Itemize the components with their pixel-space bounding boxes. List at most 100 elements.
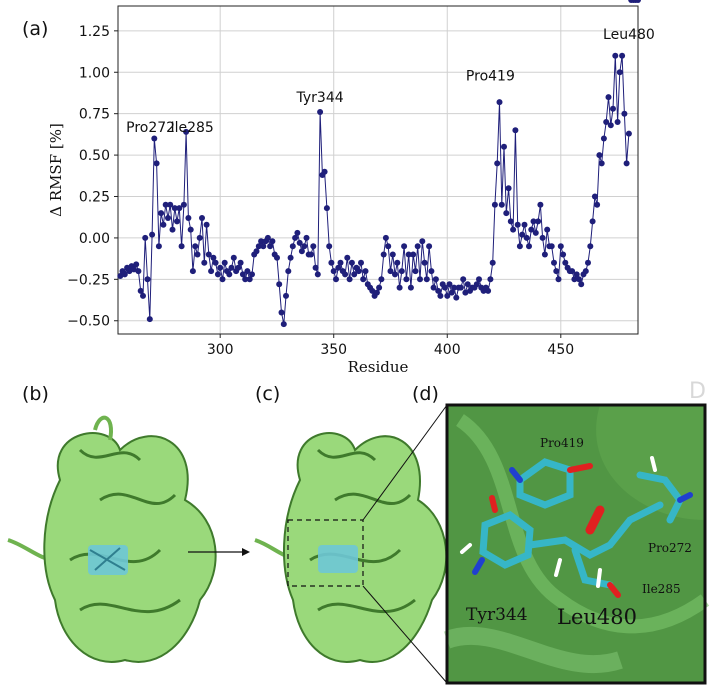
data-point — [244, 268, 251, 275]
data-point — [142, 234, 149, 241]
data-point — [121, 271, 128, 278]
data-point — [219, 276, 226, 283]
residue-label-ile285: Ile285 — [642, 582, 681, 596]
data-point — [167, 201, 174, 208]
data-point — [289, 243, 296, 250]
data-point — [498, 201, 505, 208]
zoom-box — [287, 519, 364, 587]
y-tick-label: 0.50 — [79, 148, 110, 164]
data-point — [523, 234, 530, 241]
data-point — [430, 284, 437, 291]
data-point — [451, 284, 458, 291]
data-point — [541, 251, 548, 258]
data-point — [169, 226, 176, 233]
data-point — [369, 287, 376, 294]
data-point — [491, 201, 498, 208]
residue-label-leu480: Leu480 — [557, 605, 637, 629]
data-point — [403, 276, 410, 283]
data-point — [278, 309, 285, 316]
data-point — [376, 284, 383, 291]
series-points — [117, 0, 641, 328]
data-point — [587, 243, 594, 250]
data-point — [296, 239, 303, 246]
data-point — [246, 276, 253, 283]
data-point — [205, 251, 212, 258]
data-point — [130, 266, 137, 273]
panel-d-label: (d) — [412, 383, 439, 405]
data-point — [519, 231, 526, 238]
data-point — [228, 264, 235, 271]
data-point — [530, 218, 537, 225]
data-point — [444, 292, 451, 299]
data-point — [255, 243, 262, 250]
residue-label-pro272: Pro272 — [648, 541, 692, 555]
data-point — [591, 193, 598, 200]
data-point — [346, 276, 353, 283]
data-point — [551, 259, 557, 266]
data-point — [387, 268, 394, 275]
series-polyline — [119, 55, 630, 325]
peak-annotation: Pro419 — [466, 69, 515, 85]
data-point — [348, 259, 355, 266]
data-point — [535, 218, 542, 225]
data-point — [178, 243, 185, 250]
data-point — [208, 268, 215, 275]
data-point — [557, 243, 564, 250]
data-point — [312, 264, 319, 271]
data-point — [151, 135, 158, 142]
data-point — [532, 229, 539, 236]
data-point — [137, 287, 144, 294]
data-point — [489, 259, 496, 266]
data-point — [249, 271, 255, 278]
data-point — [210, 254, 217, 261]
data-point — [598, 160, 605, 167]
data-point — [619, 52, 626, 59]
data-point — [548, 243, 555, 250]
y-tick-label: 0.25 — [79, 190, 110, 206]
data-point — [442, 284, 448, 291]
data-point — [419, 238, 426, 245]
y-tick-label: −0.25 — [67, 272, 110, 288]
data-point — [553, 268, 560, 275]
peak-annotation: Ile285 — [170, 120, 213, 136]
data-point — [514, 221, 521, 228]
data-point — [337, 259, 344, 266]
data-point — [487, 276, 494, 283]
data-point — [285, 268, 292, 275]
data-point — [594, 201, 601, 208]
data-point — [187, 226, 194, 233]
data-point — [153, 160, 160, 167]
data-point — [603, 119, 610, 125]
x-axis-ticks: 300 350 400 450 — [207, 334, 574, 358]
data-point — [571, 276, 578, 283]
data-point — [382, 234, 389, 241]
data-point — [405, 251, 412, 258]
data-point — [274, 254, 280, 261]
data-point — [351, 271, 358, 278]
data-point — [239, 271, 246, 278]
panel-b-label: (b) — [22, 383, 49, 405]
data-point — [401, 243, 408, 250]
data-point — [171, 205, 178, 212]
data-point — [437, 292, 444, 299]
data-point — [358, 259, 364, 266]
data-point — [287, 254, 294, 261]
data-point — [414, 243, 421, 250]
data-point — [192, 243, 199, 250]
panel-c-label: (c) — [255, 383, 281, 405]
data-point — [260, 243, 267, 250]
data-point — [516, 243, 523, 250]
data-point — [394, 259, 401, 266]
data-point — [217, 264, 224, 271]
data-point — [294, 229, 301, 236]
data-point — [396, 284, 403, 291]
data-point — [342, 271, 349, 278]
data-point — [144, 276, 151, 283]
data-point — [589, 218, 596, 225]
data-point — [326, 243, 333, 250]
plot-grid — [118, 6, 638, 334]
x-tick-label: 450 — [547, 342, 574, 358]
data-point — [149, 231, 156, 238]
data-point — [610, 105, 616, 112]
y-axis-ticks: −0.50 −0.25 0.00 0.25 0.50 0.75 1.00 1.25 — [67, 24, 118, 330]
